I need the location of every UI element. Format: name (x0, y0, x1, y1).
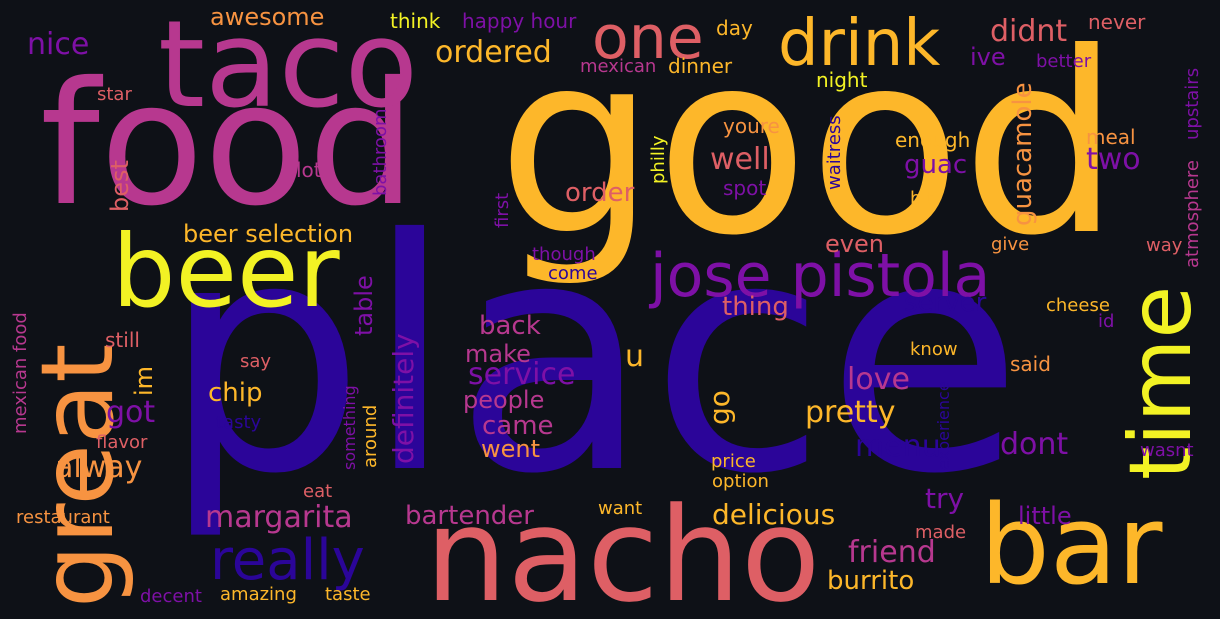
word-guac: guac (904, 150, 968, 180)
word-server: server (904, 288, 987, 318)
word-one: one (592, 3, 704, 73)
word-lot: lot (296, 158, 322, 182)
word-awesome: awesome (210, 3, 325, 31)
word-delicious: delicious (712, 498, 836, 531)
word-upstairs: upstairs (1182, 67, 1203, 140)
word-food: food (40, 46, 416, 244)
word-price: price (711, 451, 756, 472)
word-though: though (532, 244, 596, 265)
word-spot: spot (723, 176, 767, 200)
word-place: place (162, 172, 1023, 544)
word-say: say (240, 351, 272, 372)
word-good: good (497, 0, 1121, 290)
word-philly: philly (648, 135, 669, 185)
word-little: little (1018, 502, 1072, 530)
word-well: well (710, 142, 770, 177)
word-something: something (340, 385, 359, 470)
word-experience: experience (934, 381, 953, 470)
word-atmosphere: atmosphere (1182, 160, 1203, 268)
word-flavor: flavor (96, 432, 148, 453)
word-guacamole: guacamole (1008, 82, 1038, 226)
word-beer-selection: beer selection (183, 220, 354, 248)
word-never: never (1088, 10, 1146, 34)
word-meal: meal (1086, 125, 1136, 149)
word-better: better (1036, 51, 1092, 72)
word-burrito: burrito (827, 566, 915, 596)
word-way: way (1146, 235, 1183, 256)
word-amazing: amazing (220, 584, 297, 605)
word-cheese: cheese (1046, 295, 1110, 316)
word-love: love (847, 362, 910, 397)
word-said: said (1010, 352, 1051, 376)
word-night: night (816, 68, 868, 92)
word-give: give (991, 234, 1030, 255)
word-im: im (130, 365, 158, 396)
word-ive: ive (970, 43, 1006, 71)
word-decent: decent (140, 586, 202, 607)
word-restaurant: restaurant (16, 507, 110, 528)
word-dont: dont (1000, 427, 1069, 462)
word-go: go (703, 390, 736, 425)
word-alway: alway (55, 450, 143, 485)
word-two: two (1086, 142, 1141, 177)
word-star: star (97, 84, 132, 105)
word-around: around (360, 404, 381, 468)
word-made: made (915, 522, 967, 543)
word-id: id (1098, 311, 1115, 332)
word-best: best (106, 160, 134, 212)
word-nacho: nacho (425, 479, 821, 619)
word-want: want (598, 498, 643, 519)
word-beer: beer (112, 213, 340, 330)
word-option: option (712, 471, 769, 492)
word-u: u (625, 339, 645, 374)
word-nice: nice (27, 27, 90, 62)
word-didnt: didnt (990, 14, 1068, 49)
word-got: got (106, 395, 156, 430)
word-people: people (463, 386, 545, 414)
word-service: service (468, 357, 576, 392)
word-ordered: ordered (435, 35, 552, 70)
word-dinner: dinner (668, 54, 733, 78)
word-jose-pistola: jose pistola (650, 241, 991, 311)
word-came: came (482, 411, 554, 441)
word-waitress: waitress (824, 115, 845, 190)
word-thing: thing (722, 292, 789, 322)
word-chip: chip (208, 378, 263, 408)
word-margarita: margarita (205, 500, 353, 535)
word-pretty: pretty (805, 395, 896, 430)
word-wasnt: wasnt (1140, 440, 1194, 461)
word-know: know (910, 339, 958, 360)
word-tasty: tasty (216, 412, 262, 433)
word-bathroom: bathroom (370, 108, 391, 197)
word-bit: bit (910, 188, 934, 209)
word-menu: menu (855, 429, 941, 464)
word-definitely: definitely (387, 333, 420, 464)
word-mexican-food: mexican food (10, 312, 31, 434)
word-happy-hour: happy hour (462, 9, 577, 33)
word-bartender: bartender (405, 501, 534, 531)
word-order: order (565, 178, 635, 208)
word-try: try (925, 482, 965, 515)
word-even: even (825, 230, 884, 258)
word-still: still (105, 328, 140, 352)
word-make: make (465, 340, 531, 368)
word-think: think (390, 9, 441, 33)
word-youre: youre (723, 114, 780, 138)
word-come: come (548, 263, 598, 284)
word-drink: drink (778, 7, 941, 81)
word-friend: friend (848, 535, 936, 570)
word-enough: enough (895, 128, 971, 152)
word-back: back (479, 311, 541, 341)
word-day: day (716, 16, 753, 40)
word-went: went (481, 435, 541, 463)
word-mexican: mexican (580, 56, 657, 77)
word-first: first (492, 192, 513, 228)
word-bar: bar (980, 481, 1163, 609)
word-taste: taste (325, 584, 371, 605)
word-taco: taco (158, 0, 418, 135)
word-table: table (350, 275, 378, 336)
word-really: really (210, 528, 365, 593)
word-eat: eat (303, 481, 333, 502)
